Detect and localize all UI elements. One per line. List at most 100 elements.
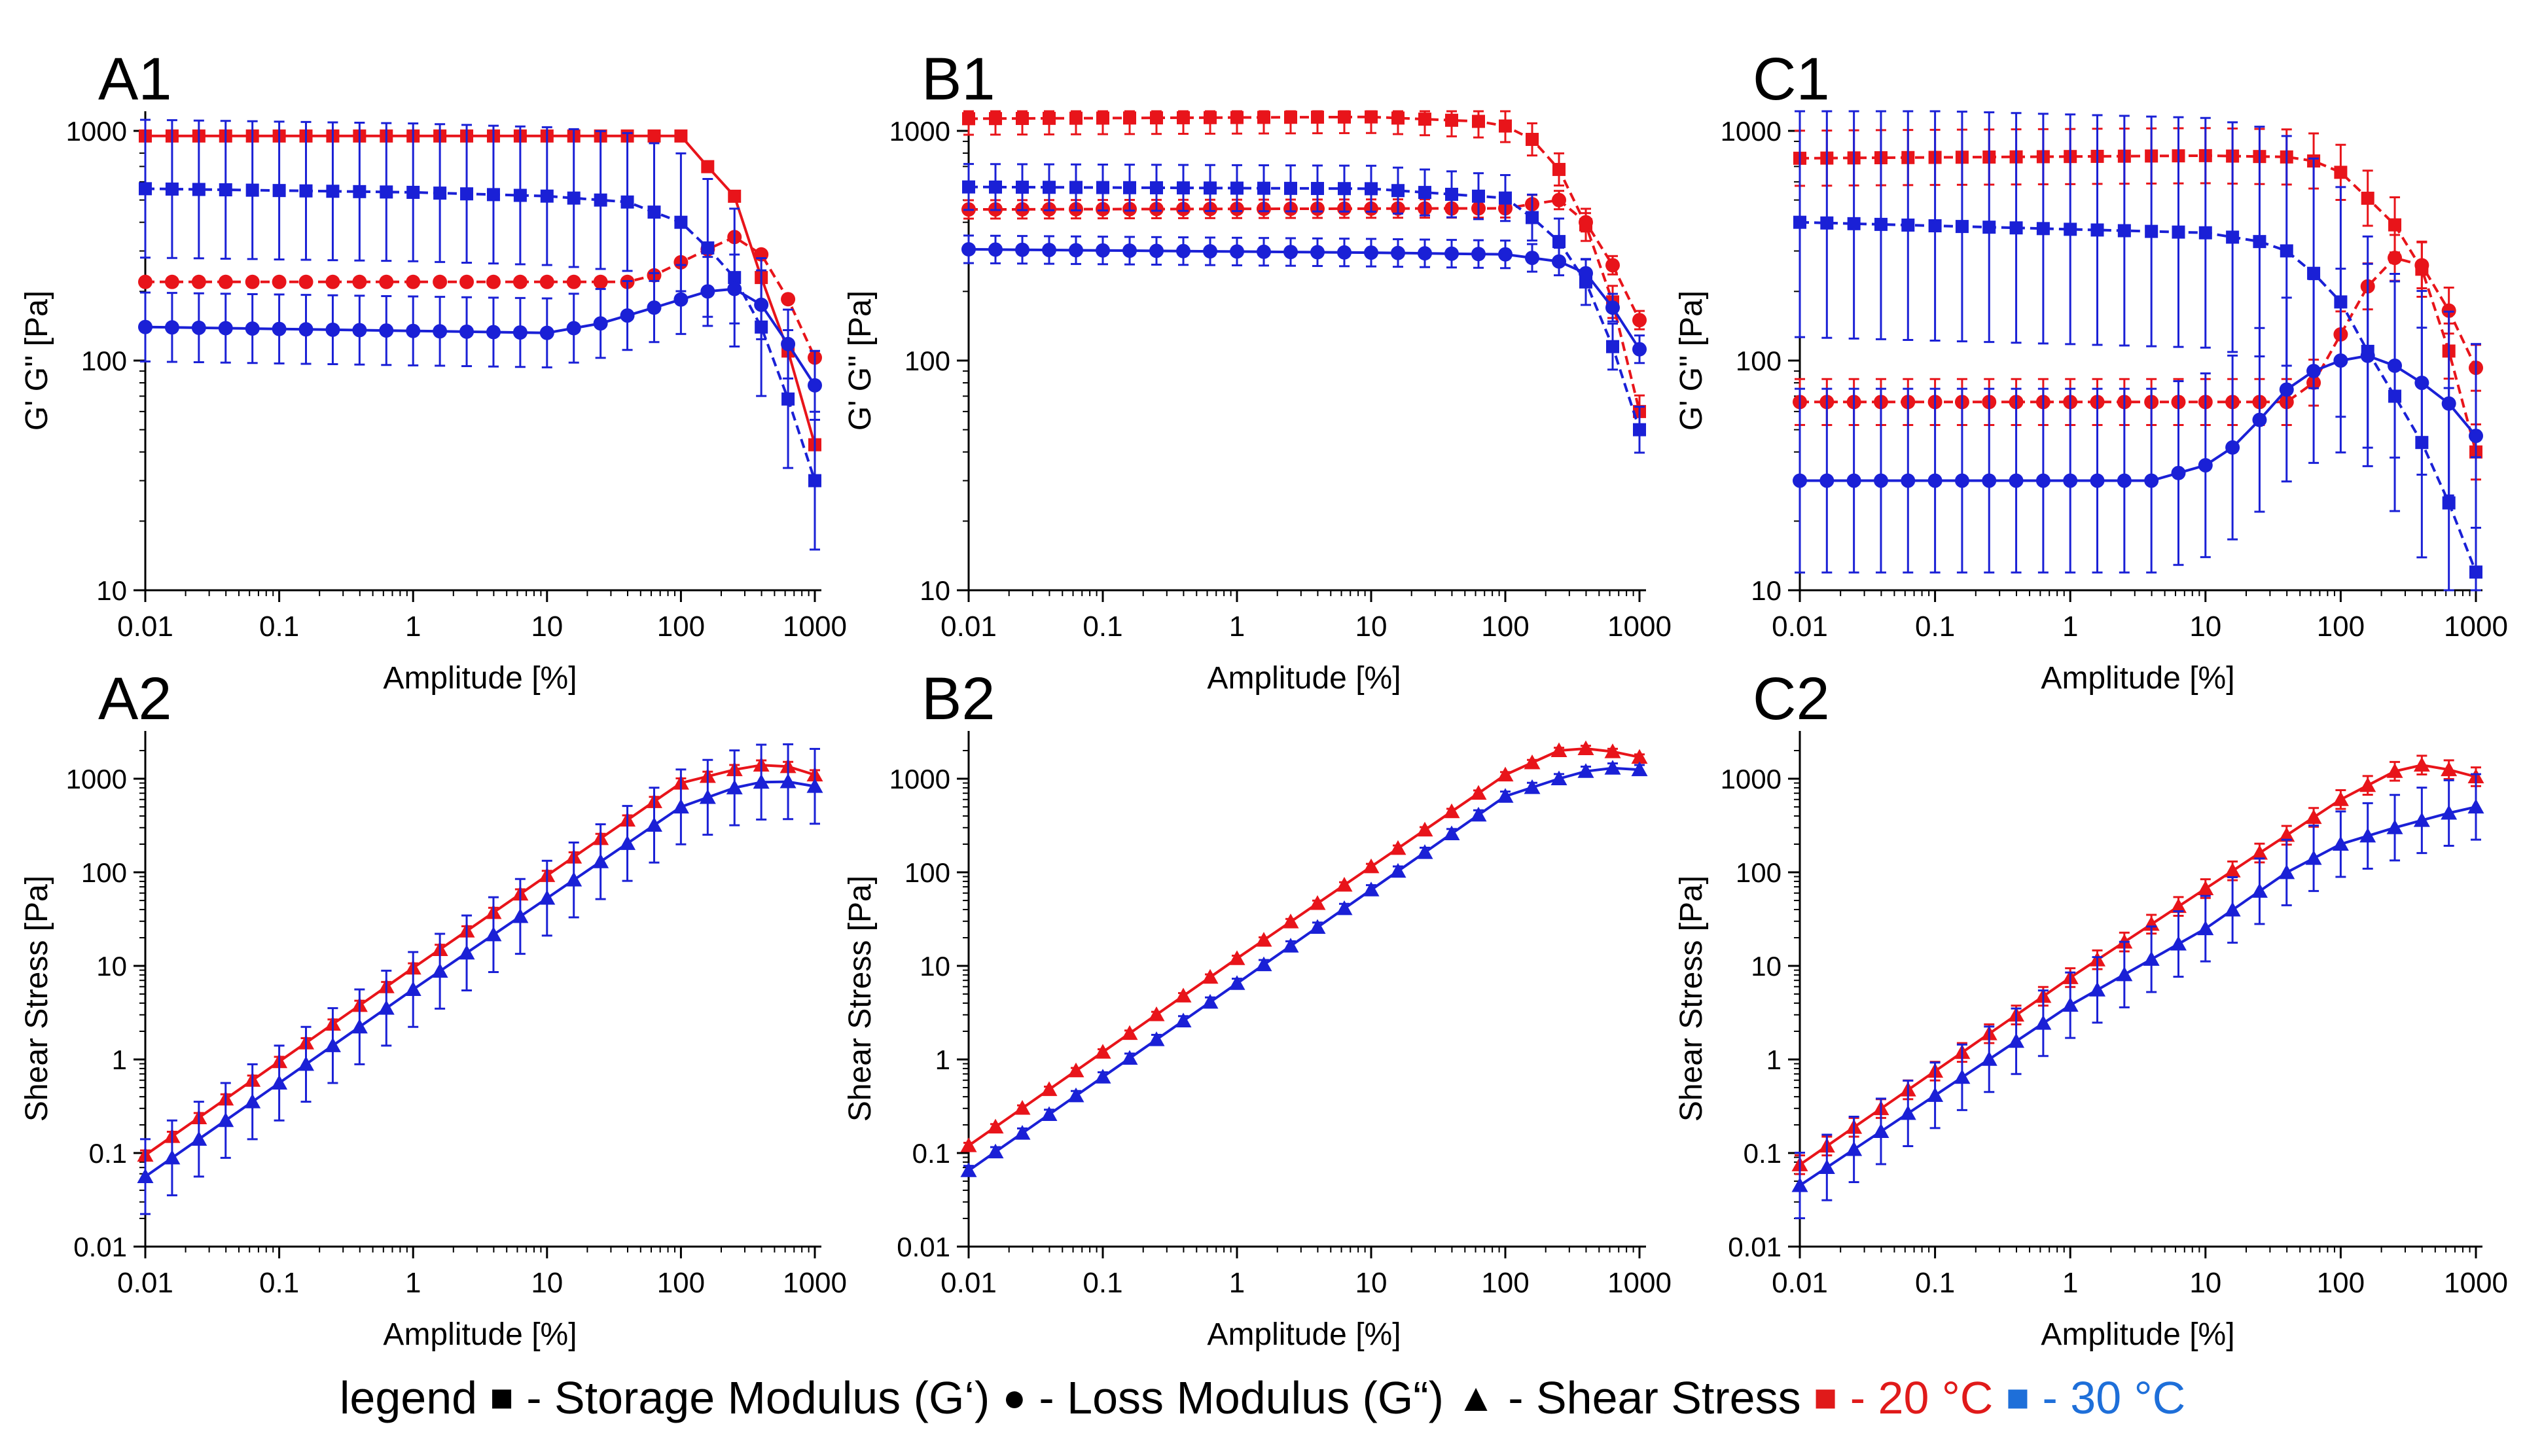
y-tick-label: 10 xyxy=(96,951,127,982)
data-point xyxy=(1365,182,1378,196)
red-square-icon: ■ xyxy=(1814,1376,1838,1420)
data-point xyxy=(1472,189,1485,203)
x-axis-label: Amplitude [%] xyxy=(383,1317,577,1352)
chart-panel-b2: B2 0.01 0.1 1 10 100 1000 0.01 0.1 1 10 100 1000 Ampl… xyxy=(843,666,1672,1352)
y-tick-label: 0.1 xyxy=(89,1138,127,1169)
data-point xyxy=(486,325,501,340)
data-point xyxy=(1096,243,1110,258)
data-point xyxy=(1175,987,1192,1003)
panel-label: B1 xyxy=(922,46,995,113)
data-point xyxy=(779,773,797,789)
data-point xyxy=(2116,966,2133,982)
data-point xyxy=(1389,840,1406,855)
data-point xyxy=(2388,218,2402,232)
data-point xyxy=(961,242,976,257)
data-point xyxy=(781,292,796,307)
data-point xyxy=(219,183,232,197)
data-point xyxy=(1310,245,1325,260)
data-point xyxy=(2278,864,2295,879)
data-point xyxy=(1094,1069,1111,1084)
data-point xyxy=(2359,777,2376,792)
data-point xyxy=(1470,806,1487,822)
data-point xyxy=(1043,181,1056,194)
data-point xyxy=(138,274,152,289)
data-point xyxy=(1550,770,1567,786)
data-point xyxy=(1202,993,1219,1009)
data-point xyxy=(1230,181,1244,195)
x-tick-label: 0.01 xyxy=(1772,1267,1828,1299)
data-point xyxy=(1631,761,1648,777)
triangle-marker-icon: ▲ xyxy=(1456,1376,1495,1420)
data-point xyxy=(1338,110,1351,124)
data-point xyxy=(164,274,179,289)
data-point xyxy=(1176,243,1191,258)
data-point xyxy=(753,773,770,789)
y-axis-label: G' G'' [Pa] xyxy=(1674,291,1709,431)
x-axis-label: Amplitude [%] xyxy=(2041,1317,2234,1352)
data-point xyxy=(2035,473,2050,488)
data-point xyxy=(1418,113,1431,126)
data-point xyxy=(1202,968,1219,984)
data-point xyxy=(1793,473,1807,488)
data-point xyxy=(987,1143,1004,1159)
data-point xyxy=(2414,258,2429,273)
data-point xyxy=(2360,348,2375,363)
data-point xyxy=(272,184,286,198)
panel-label: C1 xyxy=(1753,46,1830,113)
data-point xyxy=(2305,809,2322,825)
data-point xyxy=(1605,258,1620,273)
panel-label: C2 xyxy=(1753,666,1830,732)
data-point xyxy=(325,322,340,337)
data-point xyxy=(2361,191,2374,205)
panel-label: B2 xyxy=(922,666,995,732)
data-point xyxy=(2252,412,2267,427)
data-point xyxy=(1203,244,1217,259)
y-tick-label: 10 xyxy=(920,575,950,606)
data-point xyxy=(2170,936,2187,951)
data-point xyxy=(406,323,421,338)
data-point xyxy=(1631,749,1648,764)
y-tick-label: 1 xyxy=(935,1044,950,1075)
legend: legend ■ - Storage Modulus (G‘) ● - Loss… xyxy=(0,1368,2525,1440)
data-point xyxy=(1230,111,1244,124)
data-point xyxy=(1552,192,1566,207)
data-point xyxy=(137,1168,154,1184)
data-point xyxy=(1499,119,1512,133)
data-point xyxy=(1228,950,1245,965)
x-tick-label: 1000 xyxy=(783,611,847,643)
data-point xyxy=(987,1118,1004,1134)
data-point xyxy=(1605,300,1620,315)
data-point xyxy=(272,274,287,289)
data-point xyxy=(1470,785,1487,800)
data-point xyxy=(1069,243,1083,258)
data-point xyxy=(566,274,581,289)
y-tick-label: 1000 xyxy=(889,764,950,794)
data-point xyxy=(1471,247,1486,262)
data-point xyxy=(165,182,179,196)
data-point xyxy=(1499,191,1512,205)
data-point xyxy=(1363,881,1380,897)
data-point xyxy=(1899,1105,1916,1120)
data-point xyxy=(324,1037,341,1052)
data-point xyxy=(351,1018,368,1034)
y-tick-label: 100 xyxy=(904,346,950,376)
data-point xyxy=(2009,221,2023,235)
x-tick-label: 1000 xyxy=(783,1267,847,1299)
data-point xyxy=(620,195,634,209)
y-tick-label: 10 xyxy=(96,575,127,606)
data-point xyxy=(2441,804,2458,820)
data-point xyxy=(512,325,528,340)
data-point xyxy=(754,297,769,312)
x-tick-label: 100 xyxy=(2317,611,2365,643)
data-point xyxy=(1954,473,1969,488)
chart-panel-b1: B1 0.01 0.1 1 10 100 1000 10 100 1000 Amplitude [%… xyxy=(843,46,1672,696)
data-point xyxy=(1389,862,1406,878)
data-point xyxy=(2413,812,2430,827)
data-point xyxy=(989,180,1002,194)
y-tick-label: 1 xyxy=(112,1044,127,1075)
data-point xyxy=(2224,902,2241,917)
data-point xyxy=(1954,1069,1971,1084)
data-point xyxy=(1336,900,1353,915)
data-point xyxy=(1041,1106,1058,1121)
